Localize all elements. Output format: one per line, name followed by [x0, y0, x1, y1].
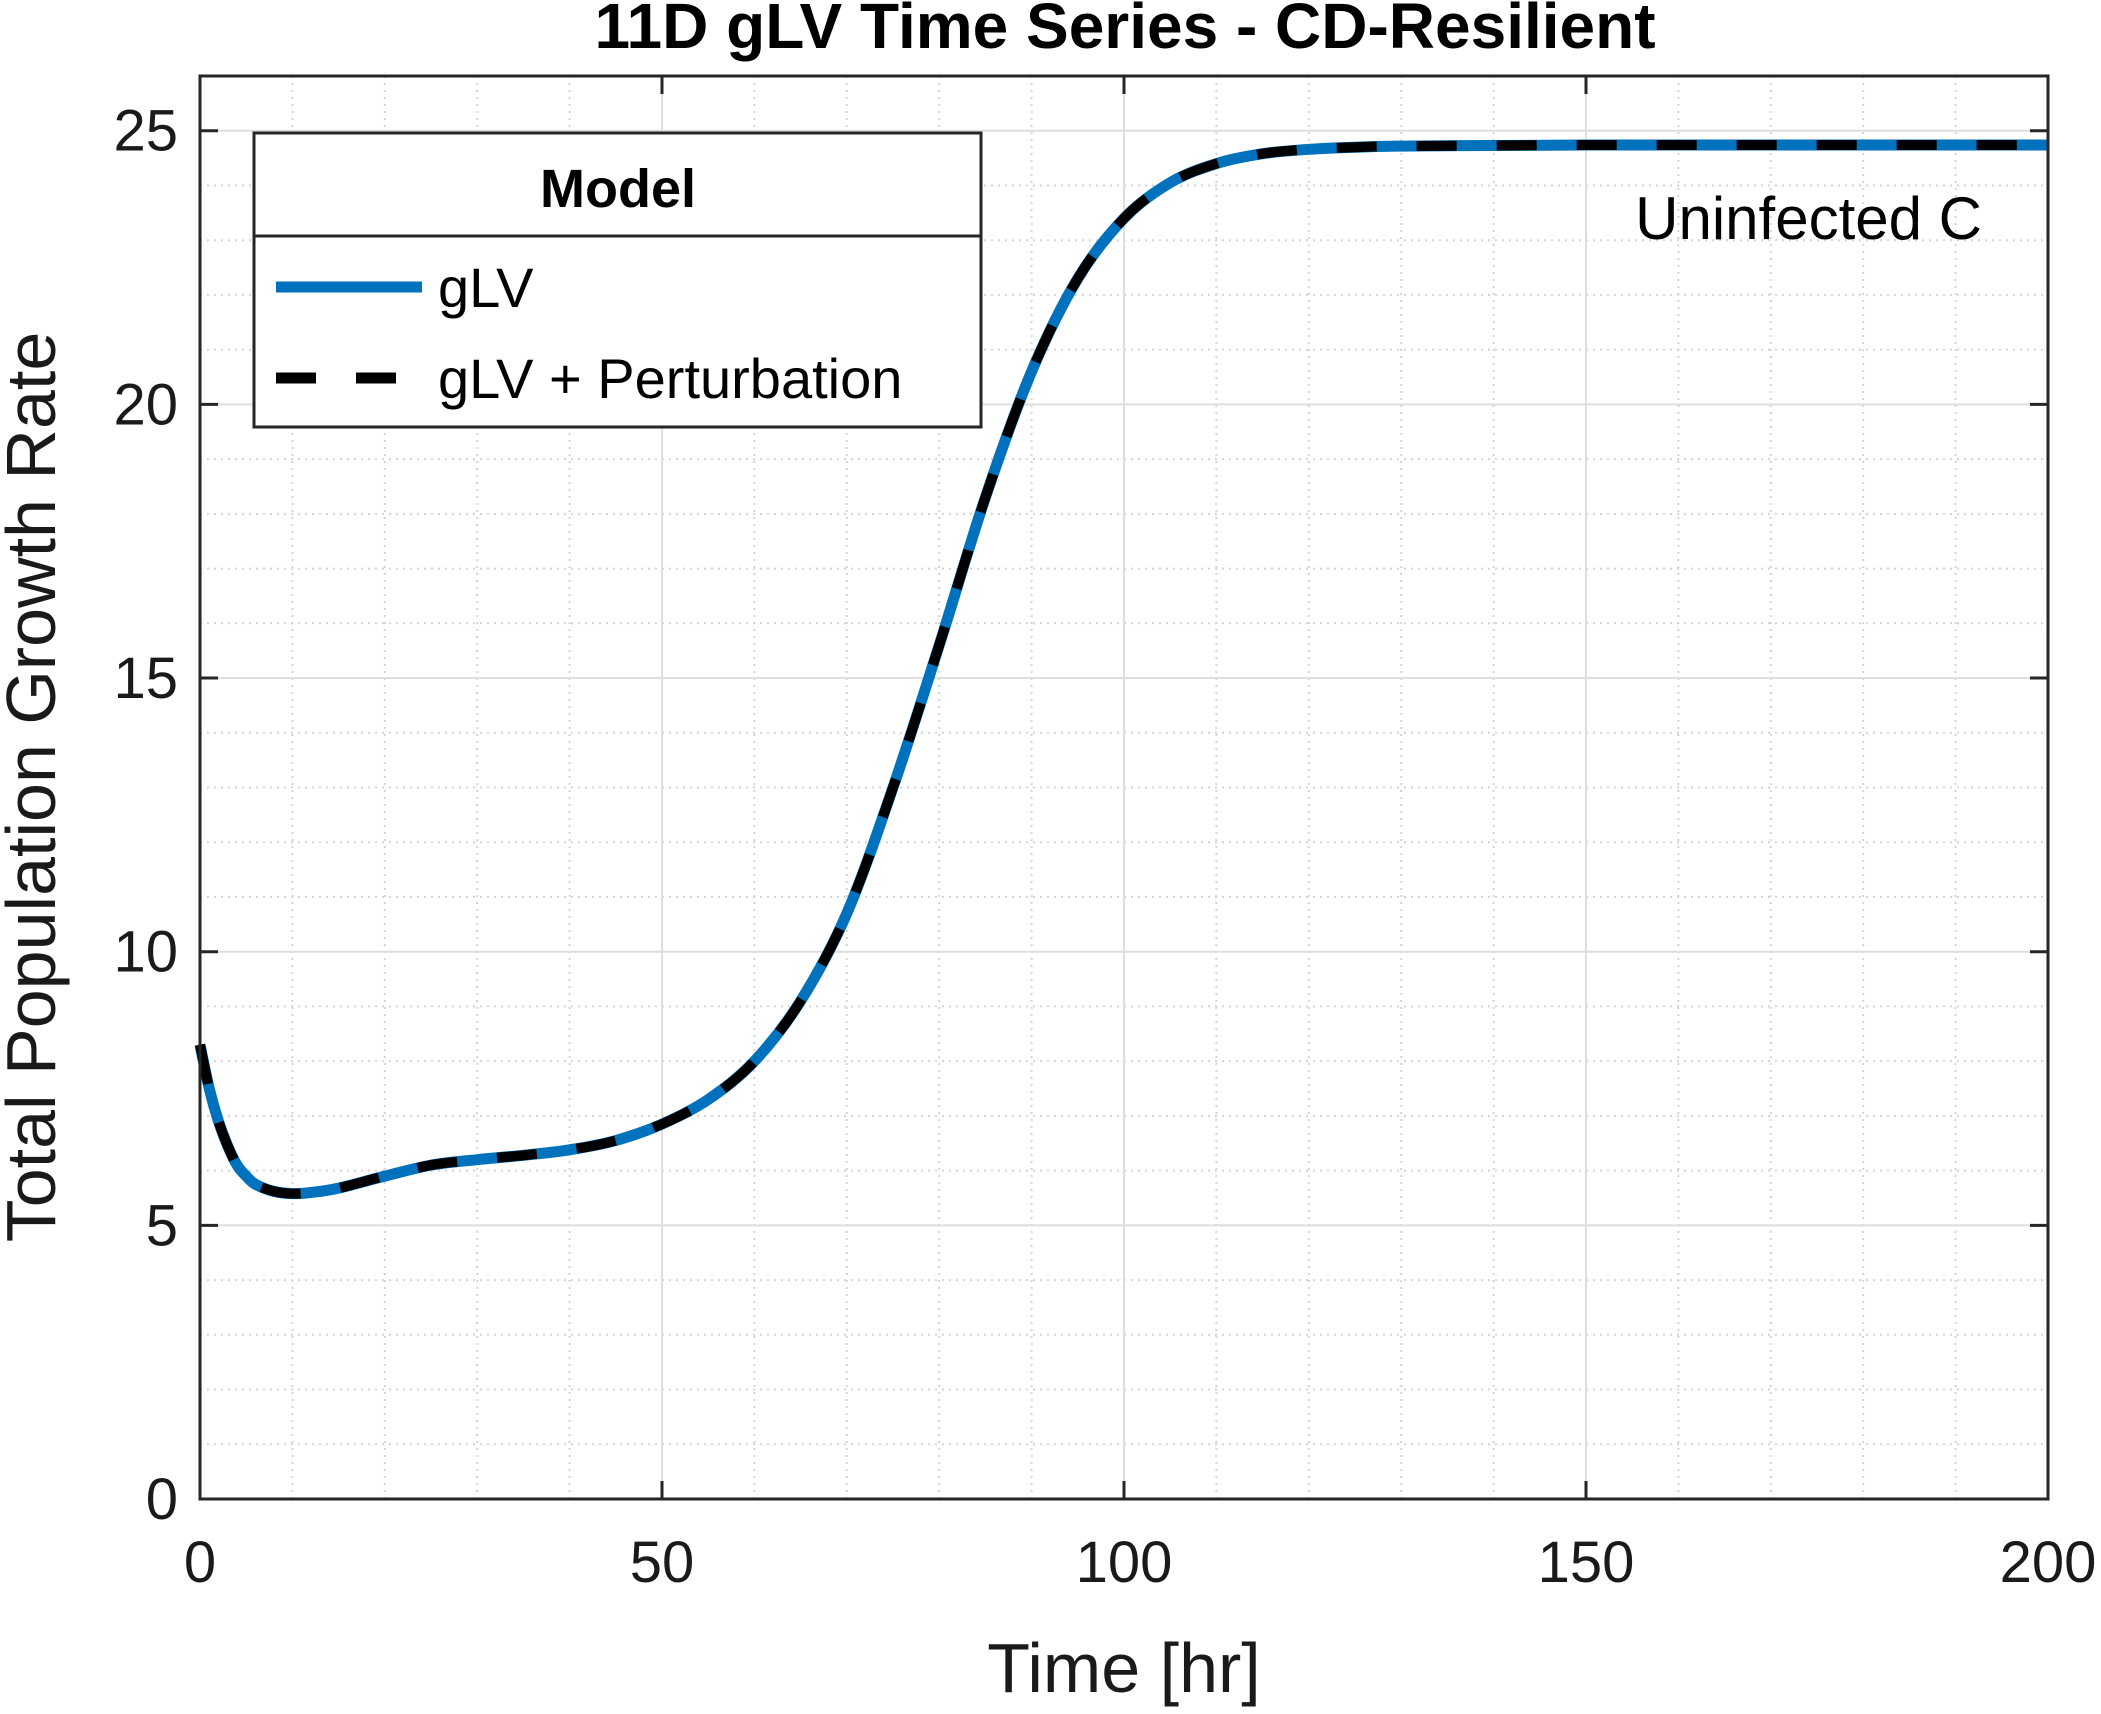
y-tick-label: 25 [113, 99, 178, 164]
legend: Model gLV gLV + Perturbation [252, 131, 983, 429]
annotation-uninfected-c: Uninfected C [1635, 185, 1982, 252]
y-tick-label: 20 [113, 372, 178, 437]
y-tick-label: 15 [113, 646, 178, 711]
y-tick-label: 10 [113, 920, 178, 985]
x-tick-label: 100 [1076, 1530, 1173, 1595]
y-tick-label: 5 [146, 1193, 178, 1258]
series-layer [194, 139, 2048, 1200]
y-axis-label: Total Population Growth Rate [0, 332, 70, 1243]
x-tick-labels: 0 50 100 150 200 [184, 1530, 2097, 1595]
y-tick-label: 0 [146, 1467, 178, 1532]
series-line-glv-perturbation [195, 139, 2048, 1199]
legend-label-glv-perturbation: gLV + Perturbation [438, 347, 902, 410]
legend-label-glv: gLV [438, 256, 534, 319]
x-axis-label: Time [hr] [987, 1629, 1261, 1707]
x-tick-label: 150 [1538, 1530, 1635, 1595]
x-tick-label: 0 [184, 1530, 216, 1595]
x-tick-label: 200 [2000, 1530, 2097, 1595]
legend-title: Model [540, 159, 696, 219]
x-tick-label: 50 [630, 1530, 695, 1595]
y-tick-labels: 0 5 10 15 20 25 [113, 99, 178, 1532]
tick-marks [198, 76, 2050, 1501]
chart-title: 11D gLV Time Series - CD-Resilient [594, 0, 1655, 62]
